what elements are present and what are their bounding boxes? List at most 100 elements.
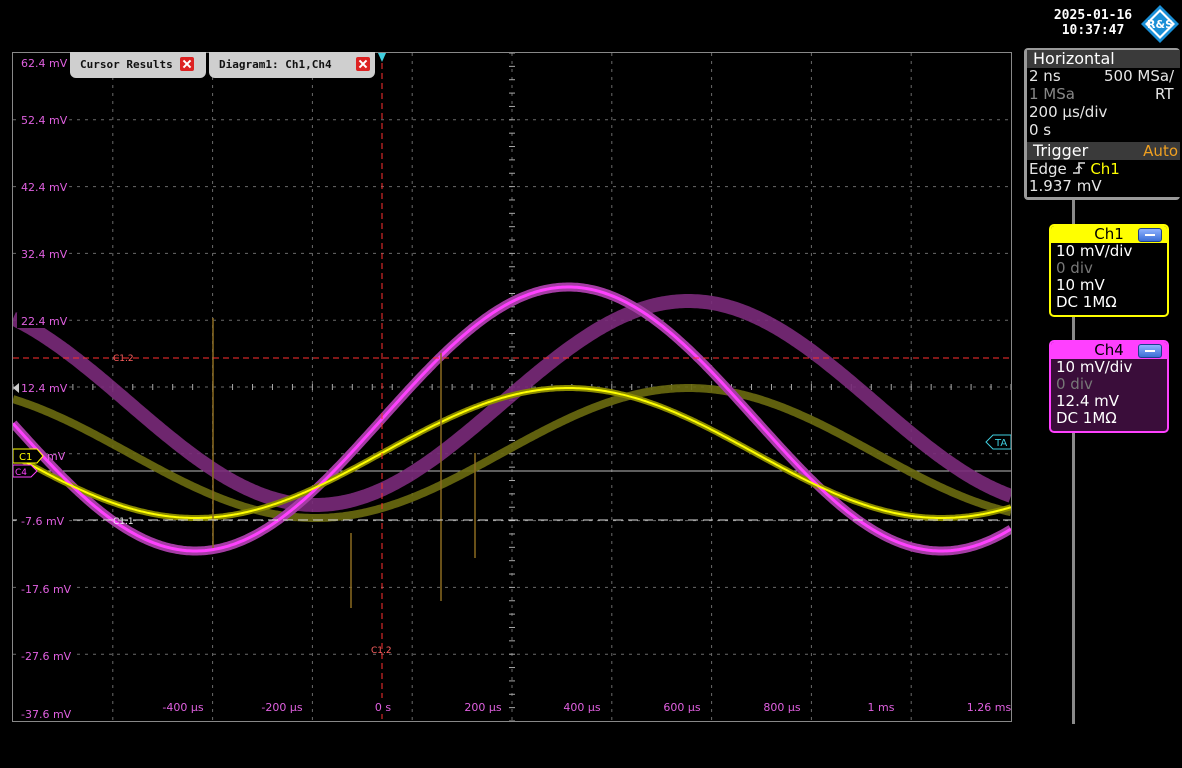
ch4-title: Ch4 xyxy=(1094,341,1124,359)
ch1-persistence-trace xyxy=(11,384,1012,522)
panel-divider xyxy=(1072,200,1075,724)
ch4-trace xyxy=(11,285,1012,553)
trigger-panel[interactable] xyxy=(1027,160,1180,197)
date-text: 2025-01-16 xyxy=(1053,8,1133,23)
y-axis-label-bg xyxy=(17,246,70,261)
trigger-level: 1.937 mV xyxy=(1029,177,1102,195)
x-axis-labels: -400 µs -200 µs 0 s 200 µs 400 µs 600 µs 800 µ… xyxy=(156,698,1016,714)
x-axis-label-bg xyxy=(864,698,898,714)
ch1-coupling: DC 1MΩ xyxy=(1056,293,1117,311)
x-axis-label: -200 µs xyxy=(261,701,302,714)
y-axis-label-bg xyxy=(17,648,76,663)
x-axis-label-bg xyxy=(370,698,396,714)
ch1-settings-box[interactable]: Ch1 10 mV/div 0 div 10 mV DC 1MΩ xyxy=(1049,224,1169,317)
x-axis-label: 600 µs xyxy=(663,701,700,714)
svg-text:R&S: R&S xyxy=(1147,18,1173,31)
ch1-header[interactable]: Ch1 xyxy=(1051,226,1167,243)
ch1-offset-div: 0 div xyxy=(1056,259,1093,277)
horizontal-title: Horizontal xyxy=(1033,49,1115,68)
y-axis-labels: 62.4 mV 52.4 mV 42.4 mV 32.4 mV 22.4 mV 12.4 … xyxy=(17,55,76,721)
cursor-c11-label: C1.1 xyxy=(113,517,134,527)
tab-diagram1-close-icon[interactable] xyxy=(356,57,370,71)
ch1-trace xyxy=(12,387,1012,519)
ch-level-marker xyxy=(13,383,19,393)
trigger-header[interactable]: Trigger Auto xyxy=(1027,142,1180,160)
c1-marker-unit: mV xyxy=(47,450,66,463)
c4-offset-marker xyxy=(12,464,38,478)
x-axis-label-bg xyxy=(659,698,705,714)
y-axis-label-bg xyxy=(17,112,70,127)
grid xyxy=(12,52,1012,722)
c1-offset-marker xyxy=(12,448,44,464)
x-axis-label-bg xyxy=(962,698,1016,714)
y-axis-label: -27.6 mV xyxy=(21,650,72,663)
x-axis-label: 400 µs xyxy=(563,701,600,714)
ch1-offset: 10 mV xyxy=(1056,276,1105,294)
ch4-settings-box[interactable]: Ch4 10 mV/div 0 div 12.4 mV DC 1MΩ xyxy=(1049,340,1169,433)
ch1-scale: 10 mV/div xyxy=(1056,242,1133,260)
rising-edge-icon xyxy=(1072,161,1086,174)
ch4-header[interactable]: Ch4 xyxy=(1051,342,1167,359)
x-axis-label-bg xyxy=(460,698,506,714)
horizontal-header[interactable]: Horizontal xyxy=(1027,50,1180,68)
x-axis-label-bg xyxy=(255,698,309,714)
timestamp: 2025-01-16 10:37:47 xyxy=(1040,8,1146,38)
x-axis-label: 200 µs xyxy=(464,701,501,714)
x-axis-label: -400 µs xyxy=(162,701,203,714)
cursors[interactable]: C1.2 C1.1 C1.2 xyxy=(13,53,1011,721)
x-axis-label-bg xyxy=(559,698,605,714)
x-axis-label: 1.26 ms xyxy=(967,701,1011,714)
ch1-minimize-icon[interactable] xyxy=(1138,228,1162,242)
trigger-mode: Auto xyxy=(1143,142,1178,160)
ch4-offset: 12.4 mV xyxy=(1056,392,1120,410)
x-axis-label-bg xyxy=(156,698,210,714)
y-axis-label-bg xyxy=(17,706,76,721)
horizontal-mode: RT xyxy=(1155,85,1174,103)
cursor-c12-vertical-label: C1.2 xyxy=(371,646,392,656)
horizontal-panel[interactable] xyxy=(1027,68,1180,143)
rs-logo: R&S xyxy=(1141,5,1179,43)
trigger-title: Trigger xyxy=(1033,141,1089,160)
y-axis-label: 12.4 mV xyxy=(21,382,68,395)
tab-cursor-results[interactable]: Cursor Results xyxy=(70,52,206,78)
tab-diagram1[interactable]: Diagram1: Ch1,Ch4 xyxy=(209,52,375,78)
tab-cursor-results-label: Cursor Results xyxy=(80,58,173,71)
horizontal-time-scale: 200 µs/div xyxy=(1029,103,1108,121)
y-axis-label: 62.4 mV xyxy=(21,57,68,70)
trigger-type: Edge xyxy=(1029,160,1067,178)
c1-marker-label: C1 xyxy=(19,452,32,463)
horizontal-position: 0 s xyxy=(1029,121,1052,139)
x-axis-label: 800 µs xyxy=(763,701,800,714)
y-axis-label: 22.4 mV xyxy=(21,315,68,328)
trigger-type-row: Edge Ch1 xyxy=(1029,160,1120,178)
tab-cursor-results-close-icon[interactable] xyxy=(180,57,194,71)
ch4-offset-div: 0 div xyxy=(1056,375,1093,393)
c4-marker-label: C4 xyxy=(15,468,27,478)
channel-markers[interactable]: C1 mV C4 TA xyxy=(12,383,1012,478)
y-axis-label-bg xyxy=(17,55,70,70)
waveform-canvas[interactable]: C1.2 C1.1 C1.2 62.4 mV 52.4 mV 42.4 mV 32.4 m… xyxy=(9,52,1016,722)
y-axis-label-bg xyxy=(17,313,70,328)
trigger-source: Ch1 xyxy=(1090,160,1120,178)
cursor-c12-label: C1.2 xyxy=(113,354,134,364)
waveform-diagram[interactable]: C1.2 C1.1 C1.2 62.4 mV 52.4 mV 42.4 mV 32.4 m… xyxy=(9,52,1016,722)
horizontal-resolution: 2 ns xyxy=(1029,67,1061,85)
ch4-minimize-icon[interactable] xyxy=(1138,344,1162,358)
traces xyxy=(9,282,1014,608)
horizontal-sample-rate: 500 MSa/ xyxy=(1104,67,1175,85)
y-axis-label-bg xyxy=(17,179,70,194)
x-axis-label: 0 s xyxy=(375,701,391,714)
y-axis-label-bg xyxy=(17,380,70,395)
trigger-position-marker xyxy=(378,53,386,62)
y-axis-label: -7.6 mV xyxy=(21,515,65,528)
ch4-coupling: DC 1MΩ xyxy=(1056,409,1117,427)
y-axis-label: -17.6 mV xyxy=(21,583,72,596)
y-axis-label-bg xyxy=(17,581,76,596)
x-axis-label-bg xyxy=(759,698,805,714)
ch4-scale: 10 mV/div xyxy=(1056,358,1133,376)
y-axis-label: 52.4 mV xyxy=(21,114,68,127)
y-axis-label: 42.4 mV xyxy=(21,181,68,194)
horizontal-record-length: 1 MSa xyxy=(1029,85,1075,103)
ch1-title: Ch1 xyxy=(1094,225,1124,243)
y-axis-label: -37.6 mV xyxy=(21,708,72,721)
